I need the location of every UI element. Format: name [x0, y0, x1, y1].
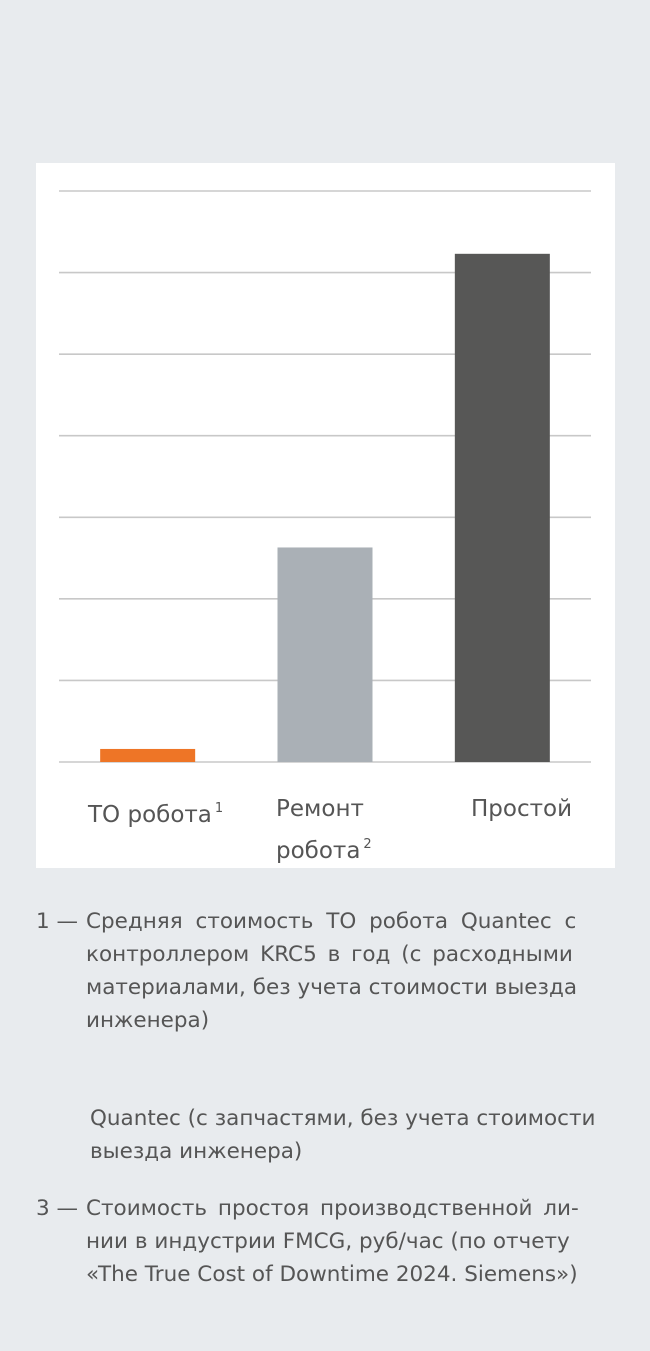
category-label-maintenance: ТО робота 1 — [88, 791, 223, 833]
footnote-1-text: Средняя стоимость ТО робота Quantec с ко… — [86, 905, 577, 1037]
footnote-3-line: Стоимость простоя производственной ли- — [86, 1196, 579, 1221]
bar-chart — [59, 190, 591, 763]
footnote-3-line: нии в индустрии FMCG, руб/час (по отчету — [86, 1229, 570, 1254]
category-label-downtime: Простой — [471, 796, 573, 822]
footnote-3-line: «The True Cost of Downtime 2024. Siemens… — [86, 1262, 578, 1287]
category-label-maintenance-text: ТО робота — [88, 802, 212, 828]
category-label-repair: Ремонт робота 2 — [276, 791, 372, 869]
bar-2 — [277, 547, 373, 762]
category-label-repair-line1: Ремонт — [276, 796, 364, 822]
footnote-1-line: Средняя стоимость ТО робота Quantec с — [86, 909, 577, 934]
category-label-repair-line2: робота — [276, 838, 361, 864]
footnote-1-line: материалами, без учета стоимости выезда — [86, 975, 578, 1000]
footnote-2-text: Quantec (с запчастями, без учета стоимос… — [90, 1102, 596, 1168]
footnote-3-number: 3 — — [36, 1196, 79, 1221]
footnote-3-text: Стоимость простоя производственной ли- н… — [86, 1192, 579, 1291]
footnote-2-line: Quantec (с запчастями, без учета стоимос… — [90, 1106, 596, 1131]
bar-1 — [100, 748, 196, 762]
footnote-1-number: 1 — — [36, 909, 79, 934]
chart-card: ТО робота 1 Ремонт робота 2 Простой — [36, 163, 615, 868]
bar-3 — [454, 253, 550, 762]
footnote-1-line: контроллером KRC5 в год (с расходными — [86, 942, 573, 967]
footnote-1-line: инженера) — [86, 1008, 210, 1033]
footnote-2-line: выезда инженера) — [90, 1139, 303, 1164]
footnote-ref-1: 1 — [214, 801, 224, 816]
footnote-ref-2: 2 — [363, 837, 372, 852]
